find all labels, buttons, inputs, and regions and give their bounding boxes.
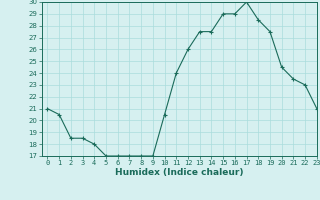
X-axis label: Humidex (Indice chaleur): Humidex (Indice chaleur) — [115, 168, 244, 177]
